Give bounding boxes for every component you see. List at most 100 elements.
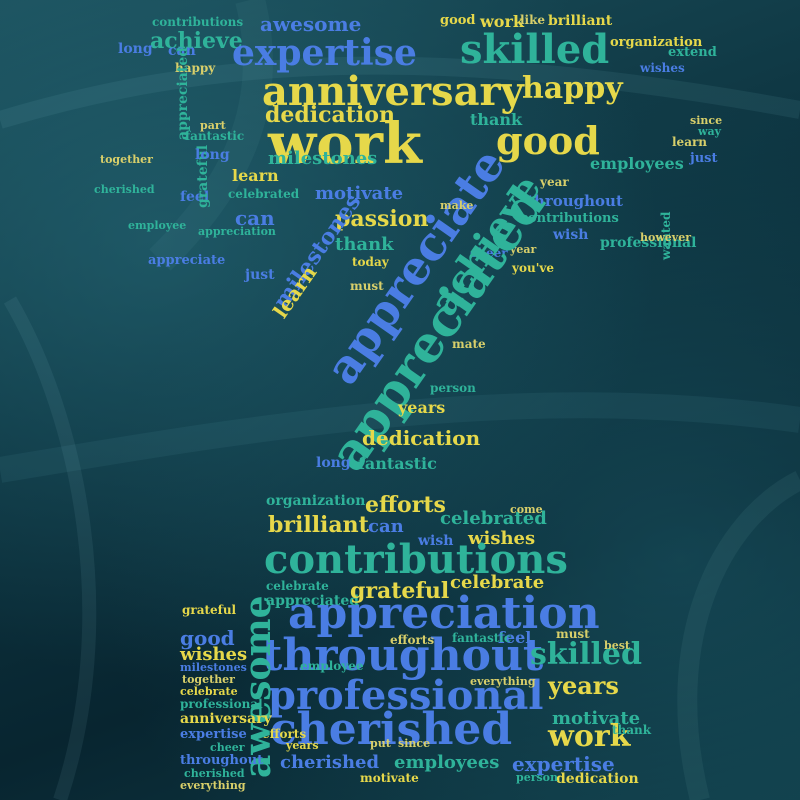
word-milestones-step: milestones [180,661,247,674]
word-long: long [118,41,153,57]
word-efforts-base: efforts [390,633,435,647]
word-expertise-step: expertise [180,727,247,742]
word-motivate-base: motivate [552,708,641,729]
word-must-base: must [556,627,590,641]
word-can: can [168,43,196,59]
word-throughout-step: throughout [180,753,264,768]
word-celebrate: celebrate [266,579,329,593]
word-today: today [352,255,389,269]
word-passion: passion [335,206,429,232]
word-grateful-step: grateful [182,603,237,617]
word-organization-base: organization [266,493,366,509]
word-good: good [440,13,476,28]
word-milestones-2: milestones [268,148,378,169]
word-professional-small: professional [600,235,697,251]
word-contributions: contributions [264,536,568,583]
word-motivate-base-small: motivate [360,771,419,785]
word-good-step: good [180,626,235,650]
word-like: like [520,13,546,27]
word-professional-step: professional [180,697,263,711]
word-skilled: skilled [460,26,610,73]
word-employer: employee [300,659,364,673]
word-celebrate-step: celebrate [180,685,238,698]
word-celebrated-base: celebrated [440,508,547,529]
word-awesome: awesome [260,12,362,36]
word-work-small: work [480,12,524,31]
word-achieve: achieve [150,28,243,54]
word-fantastic-base: fantastic [452,631,512,645]
word-cherished-step: cherished [184,767,245,780]
word-thank: thank [470,110,523,129]
word-mate: mate [452,337,486,351]
word-employee: employee [128,219,187,232]
word-long-stem: long [316,455,351,471]
word-happy: happy [522,71,623,106]
word-grateful-base: grateful [350,578,450,604]
word-wishes: wishes [640,61,685,75]
word-expertise-base: expertise [512,752,615,776]
word-cherished: cherished [270,704,513,755]
word-years: years [398,398,446,417]
word-brilliant-top: brilliant [548,13,613,29]
word-wish-base: wish [418,533,454,549]
word-appreciated-base: appreciated [266,593,360,609]
word-celebrate-base: celebrate [450,572,545,593]
word-can-base: can [368,516,404,537]
word-year: year [510,243,537,256]
word-must: must [350,279,384,293]
word-words: year [540,175,569,189]
word-motivate: motivate [315,183,404,204]
word-extend: extend [668,45,717,60]
word-efforts: efforts [365,492,446,518]
word-just: just [245,267,275,283]
word-wishes-step: wishes [180,644,248,665]
word-fantastic-stem: fantastic [358,454,437,473]
word-wishes-base: wishes [468,528,536,549]
word-cheer-step: cheer [210,741,245,754]
word-appreciate-small: appreciate [148,253,226,268]
word-you-ve: you've [512,261,554,275]
word-person: person [430,381,476,395]
word-throughout-small: throughout [527,192,623,210]
word-together: together [100,153,153,166]
word-professional: professional [268,672,544,719]
word-cheer: cheer [470,246,508,260]
word-put: put [370,737,391,750]
word-happy-small: happy [175,61,216,75]
word-organization: organization [610,35,703,50]
word-feel-base: feel [498,628,532,647]
word-can-2: can [235,206,275,230]
word-cherished-small: cherished [94,183,155,196]
word-fantastic: fantastic [185,129,245,143]
word-since: since [690,114,723,127]
word-dedication-base: dedication [556,771,639,787]
word-years-base: years [548,671,619,700]
word-however: however [640,231,691,244]
word-awesome-vertical: awesome [237,595,279,779]
word-efforts-low: efforts [262,727,307,741]
word-anniversary: anniversary [262,68,524,115]
word-everything-step: everything [180,779,246,792]
word-cherished-base-small: cherished [280,752,380,773]
word-contributions: contributions [152,15,244,29]
word-celebrated: celebrated [228,187,300,201]
word-expertise: expertise [232,32,417,74]
word-come: come [510,503,543,516]
word-thank-base: thank [612,723,652,737]
word-employees-base: employees [394,752,500,773]
word-learn-2: learn [672,135,708,149]
word-learn: learn [232,166,279,185]
word-everything: everything [470,675,536,688]
word-work: work [268,111,422,177]
word-employees: employees [590,154,684,173]
word-work-base: work [548,719,631,754]
word-thank-2: thank [335,234,394,255]
word-skilled-base: skilled [530,637,642,672]
word-feel: feel [180,189,210,205]
word-best: best [604,639,630,652]
word-brilliant: brilliant [268,512,369,538]
word-wish: wish [553,227,589,243]
word-anniversary-step: anniversary [180,711,272,727]
